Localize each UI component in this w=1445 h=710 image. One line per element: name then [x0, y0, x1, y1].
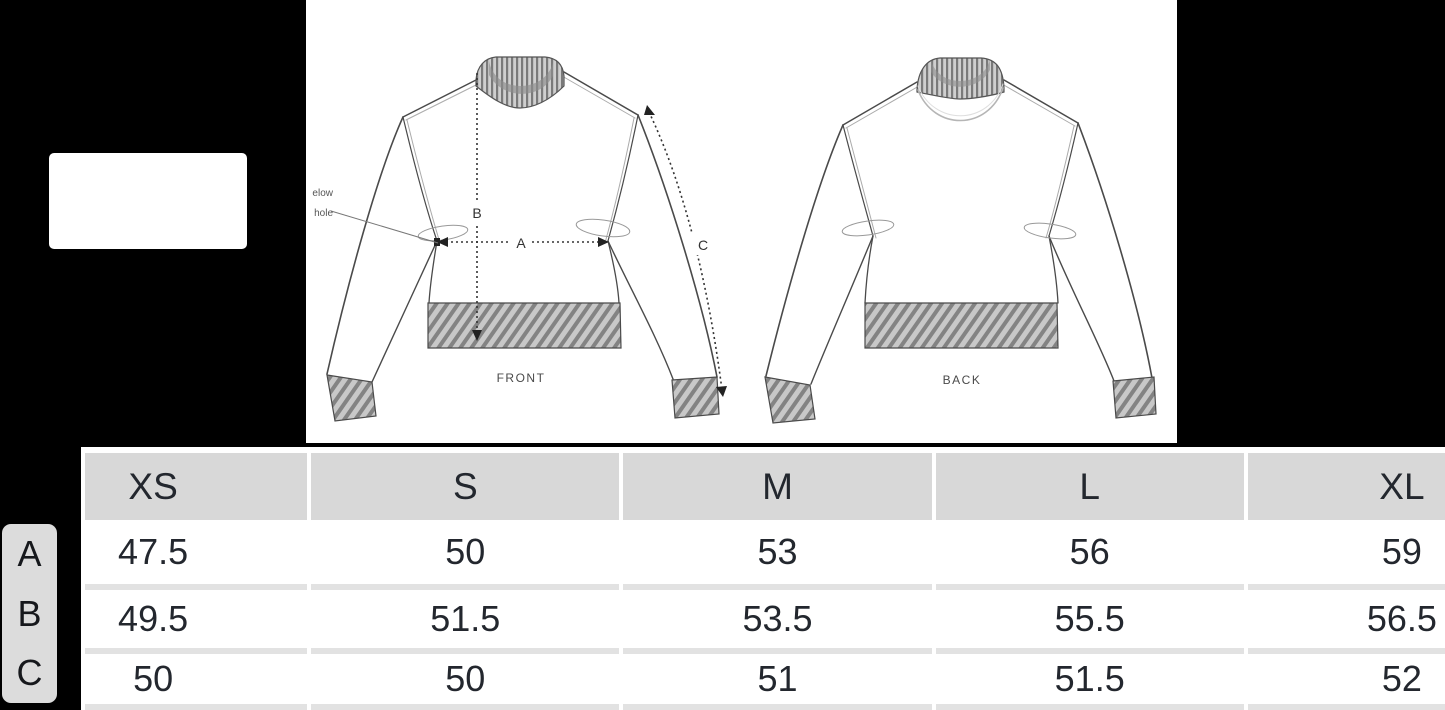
armhole-note-line1: elow: [312, 188, 333, 199]
garment-diagram-panel: A B C elow hole FRONT: [306, 0, 1177, 443]
cell-c-xs: 50: [85, 654, 308, 710]
front-measurements: A B C elow hole: [312, 73, 727, 397]
cell-b-l: 55.5: [935, 590, 1244, 654]
cell-a-m: 53: [623, 520, 932, 590]
measurement-row-labels: A B C: [2, 524, 57, 703]
cell-a-xl: 59: [1247, 520, 1445, 590]
row-label-c: C: [16, 652, 43, 694]
measure-label-c: C: [698, 237, 708, 253]
cell-c-s: 50: [311, 654, 620, 710]
size-column-header-m: M: [623, 453, 932, 520]
size-column-header-xs: XS: [85, 453, 308, 520]
back-right-cuff-rib: [1112, 376, 1157, 419]
cell-b-xl: 56.5: [1247, 590, 1445, 654]
armhole-note-line2: hole: [314, 208, 333, 219]
back-caption: BACK: [943, 373, 982, 387]
cell-b-m: 53.5: [623, 590, 932, 654]
cell-b-s: 51.5: [311, 590, 620, 654]
blank-label-card: [49, 153, 247, 249]
front-right-cuff-rib: [671, 376, 720, 419]
row-label-b: B: [17, 592, 42, 634]
size-table: XS S M L XL 47.5 50 53 56 59 49.5 51.5 5…: [85, 447, 1445, 710]
cell-a-xs: 47.5: [85, 520, 308, 590]
cell-a-l: 56: [935, 520, 1244, 590]
table-left-border: [81, 447, 85, 710]
measure-label-a: A: [516, 235, 526, 251]
back-hem-rib: [864, 302, 1059, 349]
front-hem-rib: [427, 302, 622, 349]
cell-b-xs: 49.5: [85, 590, 308, 654]
row-label-a: A: [17, 532, 42, 574]
front-caption: FRONT: [497, 371, 546, 385]
back-collar-rib: [916, 57, 1005, 100]
size-table-grid: XS S M L XL 47.5 50 53 56 59 49.5 51.5 5…: [85, 453, 1445, 710]
front-garment-drawing: [326, 56, 720, 422]
back-garment-drawing: [764, 57, 1157, 424]
size-column-header-s: S: [311, 453, 620, 520]
cell-a-s: 50: [311, 520, 620, 590]
measure-label-b: B: [472, 205, 481, 221]
cell-c-m: 51: [623, 654, 932, 710]
size-column-header-xl: XL: [1247, 453, 1445, 520]
front-left-cuff-rib: [326, 374, 377, 422]
size-column-header-l: L: [935, 453, 1244, 520]
garment-diagram: A B C elow hole FRONT: [312, 56, 1157, 424]
back-left-cuff-rib: [764, 376, 816, 424]
cell-c-l: 51.5: [935, 654, 1244, 710]
cell-c-xl: 52: [1247, 654, 1445, 710]
front-collar-rib: [475, 56, 565, 109]
